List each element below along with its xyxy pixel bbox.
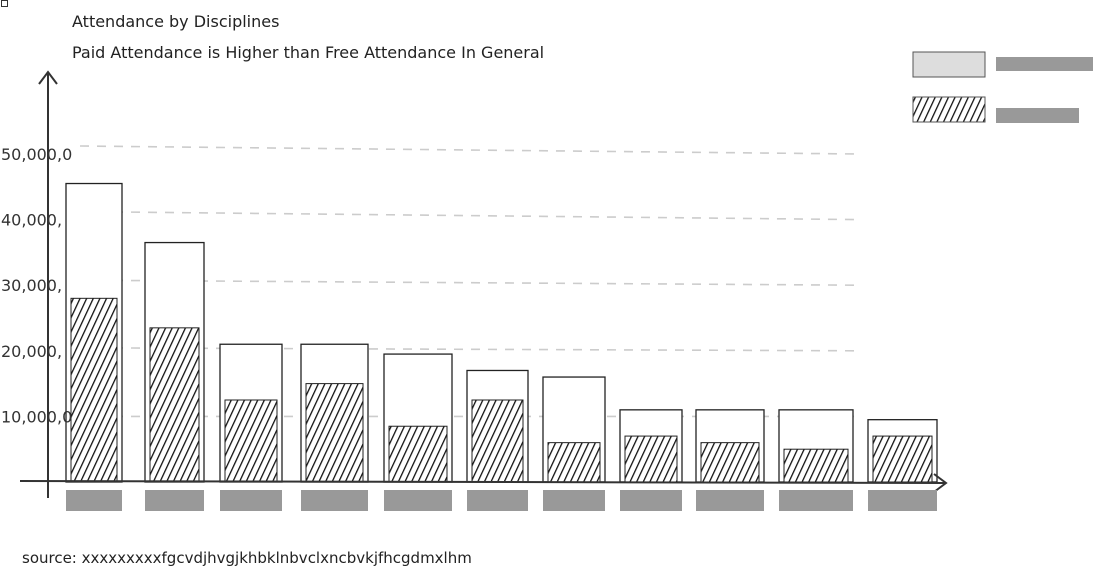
x-tick-label — [779, 490, 853, 511]
bar-paid — [224, 399, 278, 483]
x-tick-label — [868, 490, 937, 511]
gridline — [79, 279, 859, 286]
x-tick-label — [66, 490, 122, 511]
gridline — [79, 210, 859, 221]
gridline — [79, 346, 859, 352]
corner-marker — [1, 0, 8, 7]
y-tick-label: 50,000,0 — [1, 145, 72, 164]
bar-paid — [783, 448, 849, 483]
chart-source: source: xxxxxxxxxfgcvdjhvgjkhbklnbvclxnc… — [22, 549, 472, 567]
bar-paid — [305, 383, 364, 483]
x-tick-label — [543, 490, 605, 511]
x-tick-label — [220, 490, 282, 511]
bar-paid — [700, 442, 760, 483]
legend-swatch-paid — [912, 96, 986, 123]
y-tick-label: 20,000, — [1, 342, 62, 361]
y-tick-label: 40,000, — [1, 211, 62, 230]
bar-paid — [547, 442, 601, 483]
legend-swatch-total — [912, 51, 986, 78]
x-tick-label — [467, 490, 528, 511]
x-axis-arrow — [933, 473, 948, 493]
legend-label-total — [996, 57, 1093, 71]
x-tick-label — [384, 490, 452, 511]
bar-paid — [149, 327, 200, 483]
bar-paid — [471, 399, 524, 483]
bar-paid — [388, 425, 448, 483]
gridline — [79, 145, 859, 155]
chart-subtitle: Paid Attendance is Higher than Free Atte… — [72, 43, 545, 62]
x-tick-label — [301, 490, 368, 511]
x-tick-label — [620, 490, 682, 511]
x-tick-label — [145, 490, 204, 511]
y-axis-arrow — [38, 70, 58, 85]
bar-paid — [70, 297, 118, 483]
x-tick-label — [696, 490, 764, 511]
chart-title: Attendance by Disciplines — [72, 12, 280, 31]
bar-paid — [872, 435, 933, 483]
y-tick-label: 30,000, — [1, 276, 62, 295]
y-tick-label: 10,000,0 — [1, 407, 72, 426]
x-axis — [19, 480, 947, 484]
bar-paid — [624, 435, 678, 483]
legend-label-paid — [996, 108, 1079, 123]
